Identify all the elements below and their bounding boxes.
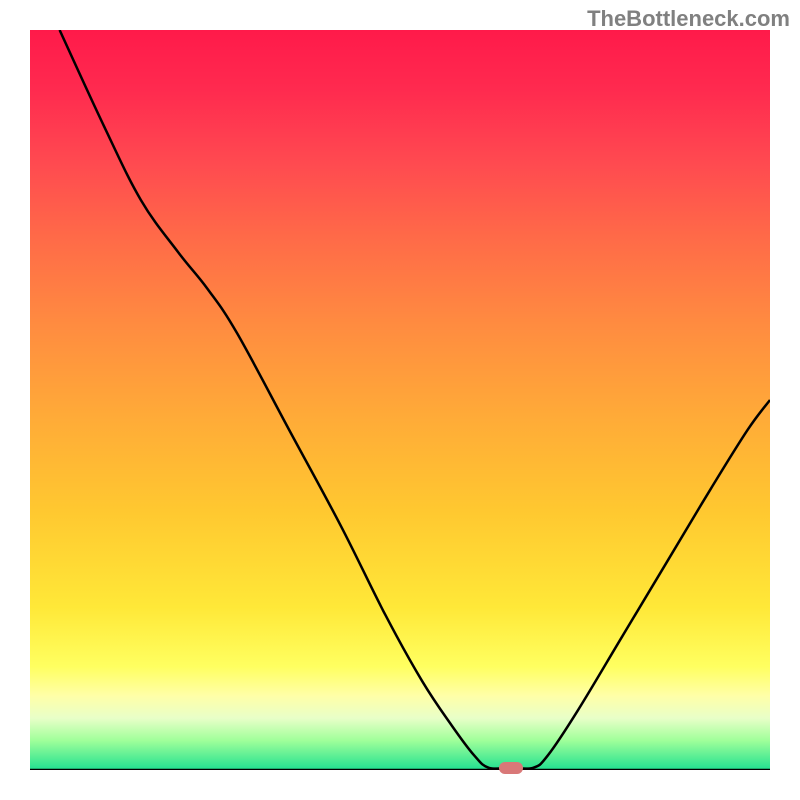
bottleneck-curve — [60, 30, 770, 769]
watermark-text: TheBottleneck.com — [587, 6, 790, 32]
plot-area — [30, 30, 770, 770]
curve-layer — [30, 30, 770, 770]
optimal-point-marker — [499, 762, 523, 774]
chart-container: TheBottleneck.com — [0, 0, 800, 800]
